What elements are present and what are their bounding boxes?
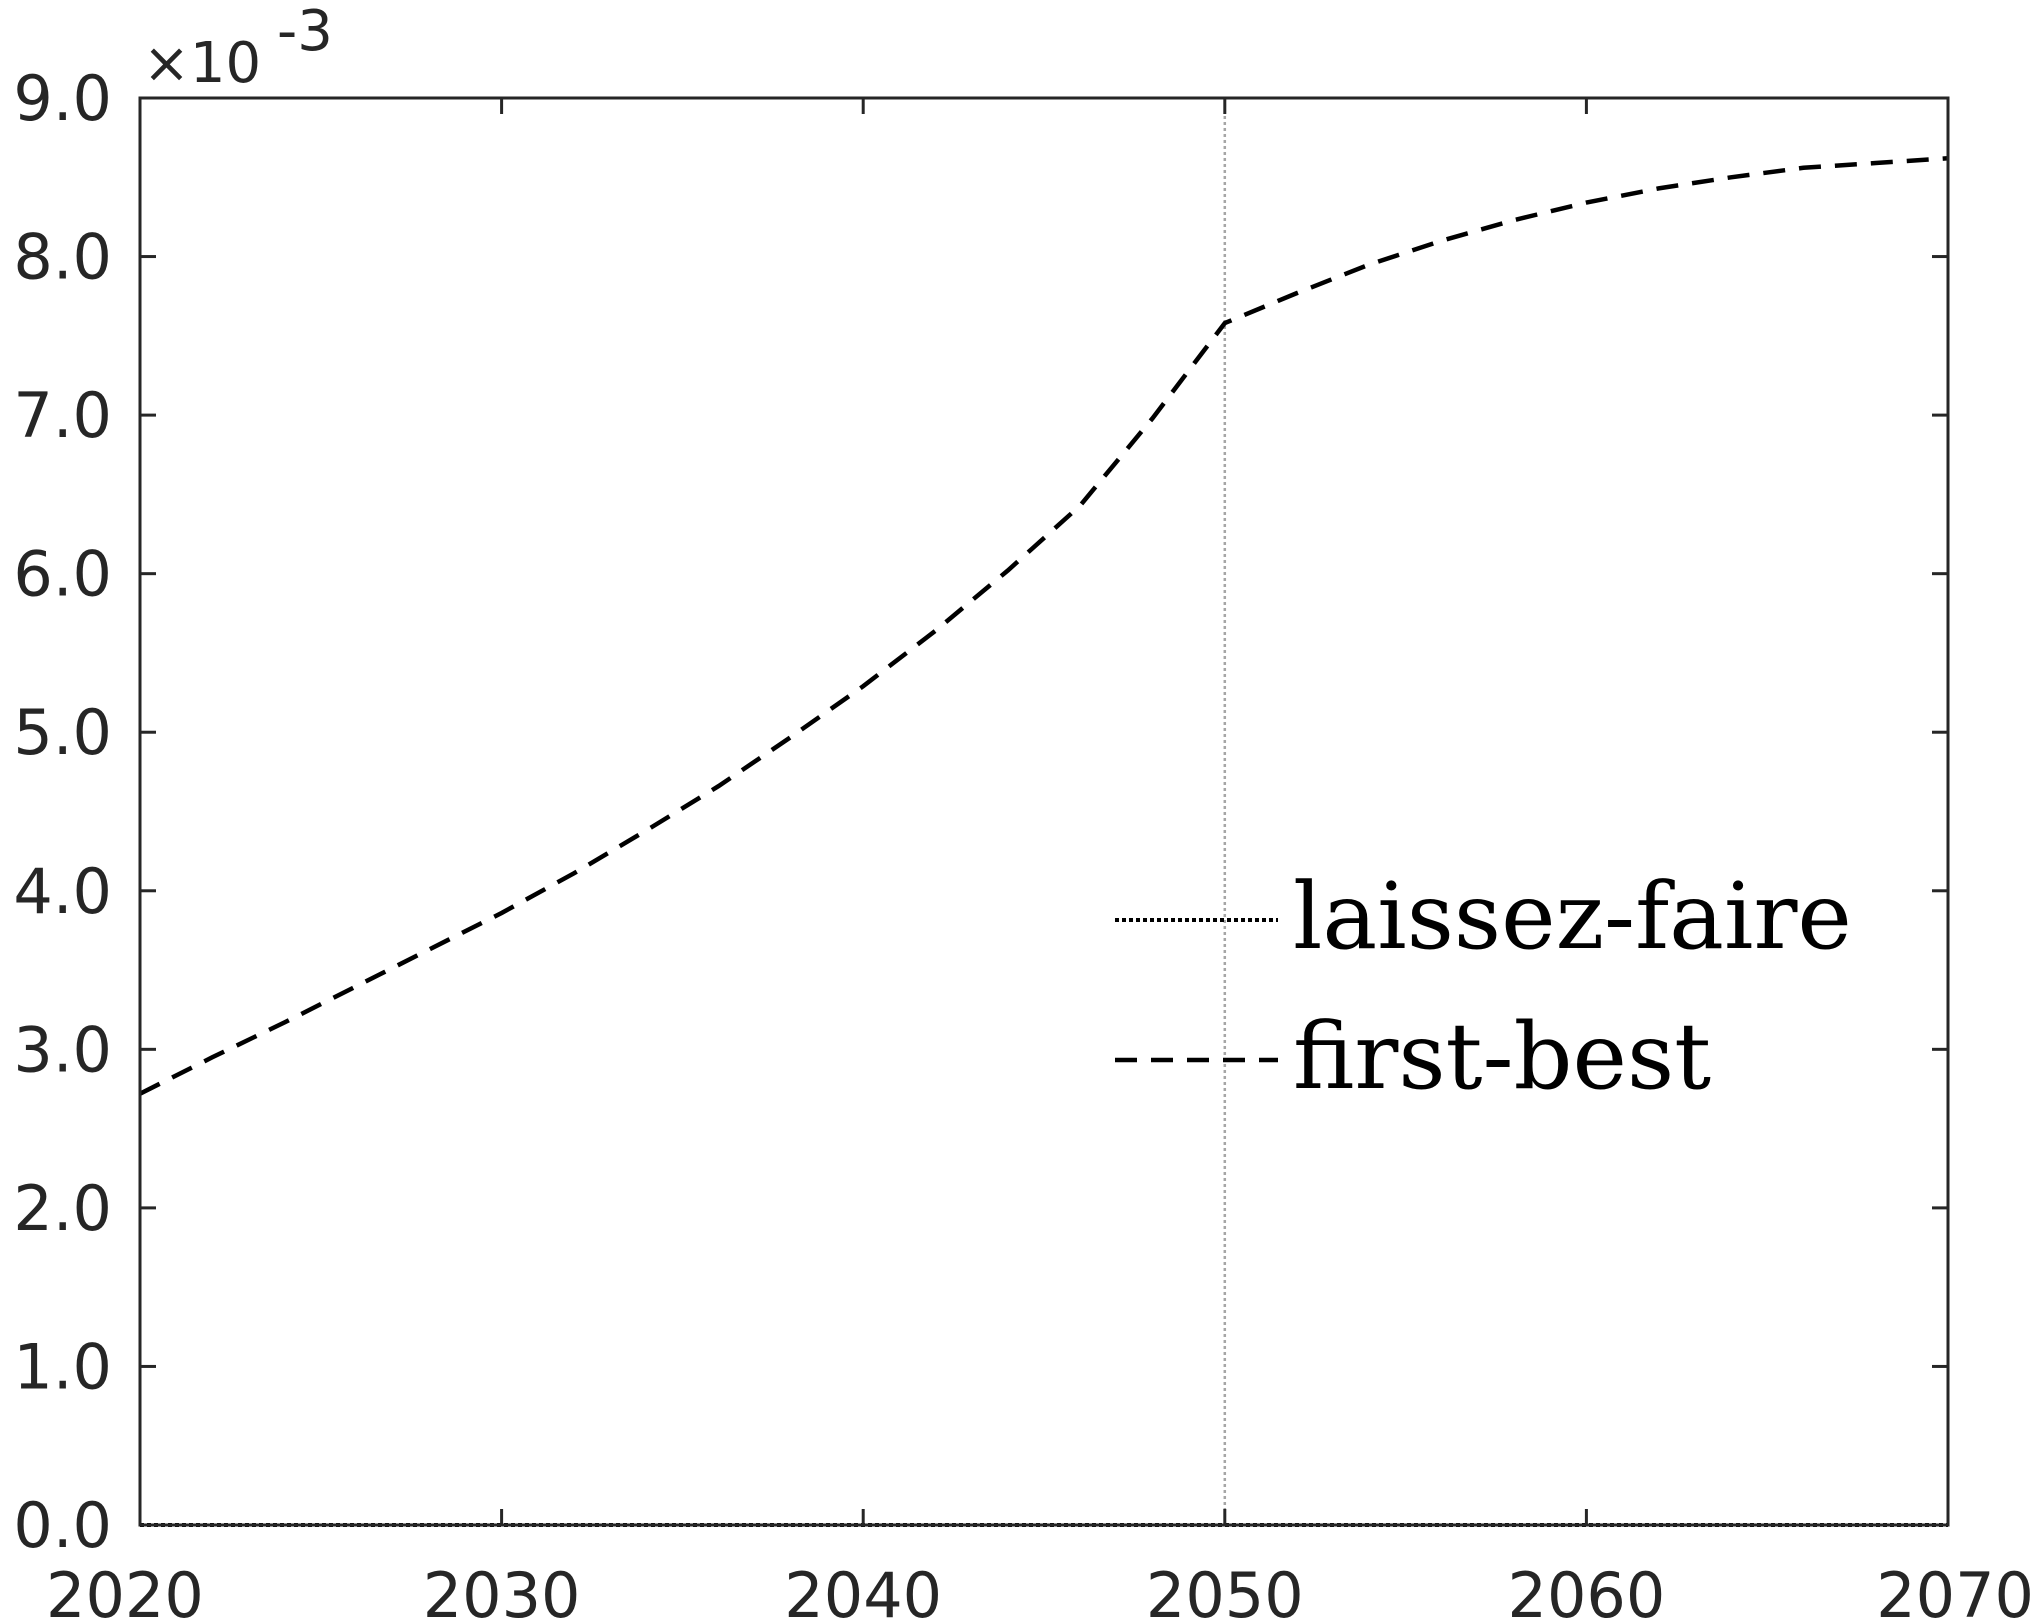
y-tick-label-layer: 0.0 1.0 2.0 3.0 4.0 5.0 6.0 7.0 8.0 9.0	[13, 62, 112, 1562]
y-tick-label: 0.0	[13, 1489, 112, 1562]
exponent-times-sign: ×10	[143, 31, 261, 96]
plot-area	[140, 98, 1948, 1525]
x-tick-label: 2070	[1876, 1559, 2034, 1622]
x-tick-label: 2040	[784, 1559, 942, 1622]
y-tick-label: 2.0	[13, 1172, 112, 1245]
plot-frame	[138, 96, 1950, 1527]
y-tick-label: 1.0	[13, 1330, 112, 1403]
series-line-first-best	[138, 156, 1949, 1096]
x-tick-label: 2020	[46, 1559, 204, 1622]
y-tick-label: 3.0	[13, 1013, 112, 1086]
y-tick-label: 7.0	[13, 379, 112, 452]
legend: laissez-faire first-best	[1115, 863, 1852, 1110]
y-axis-exponent: ×10 -3	[143, 0, 333, 96]
y-tick-label: 5.0	[13, 696, 112, 769]
x-tick-label: 2050	[1146, 1559, 1304, 1622]
x-tick-label: 2060	[1508, 1559, 1666, 1622]
x-tick-label-layer: 2020 2030 2040 2050 2060 2070	[46, 1559, 2034, 1622]
y-tick-label: 8.0	[13, 221, 112, 294]
tick-mark-layer	[138, 96, 1950, 1527]
y-tick-label: 9.0	[13, 62, 112, 135]
legend-label: first-best	[1293, 1003, 1711, 1110]
legend-label: laissez-faire	[1293, 863, 1852, 970]
x-tick-label: 2030	[423, 1559, 581, 1622]
y-tick-label: 6.0	[13, 538, 112, 611]
y-tick-label: 4.0	[13, 855, 112, 928]
exponent-power: -3	[277, 0, 333, 64]
